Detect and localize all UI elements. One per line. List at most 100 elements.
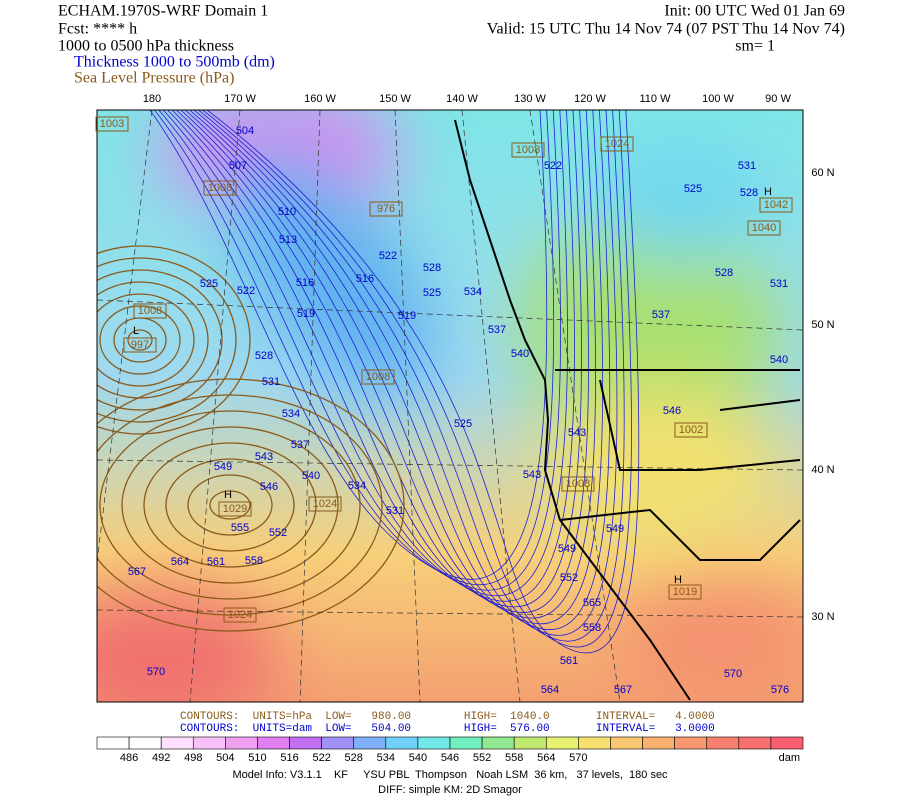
- slp-contour: [97, 378, 405, 632]
- thickness-contour: [184, 110, 604, 625]
- pressure-box: [759, 197, 793, 213]
- valid-time: Valid: 15 UTC Thu 14 Nov 74 (07 PST Thu …: [487, 21, 845, 38]
- pressure-box: [511, 142, 545, 158]
- slp-contour: [165, 458, 295, 552]
- colorbar-box: [160, 736, 194, 750]
- pressure-label: 1008: [138, 305, 162, 317]
- colorbar-label: 522: [312, 752, 330, 764]
- meridian: [394, 110, 421, 702]
- footer-diff: DIFF: simple KM: 2D Smagor: [378, 784, 522, 796]
- smoothing: sm= 1: [735, 38, 775, 55]
- forecast: Fcst: **** h: [58, 21, 137, 38]
- slp-contour: [97, 269, 223, 411]
- longitude-label: 90 W: [765, 93, 791, 105]
- pressure-label: 1042: [764, 199, 788, 211]
- colorbar-box: [642, 736, 675, 750]
- thickness-label: 555: [231, 522, 249, 534]
- slp-contour: [209, 490, 251, 520]
- thickness-label: 504: [236, 125, 254, 137]
- pressure-box: [308, 496, 342, 512]
- colorbar-box: [353, 736, 387, 750]
- init-time: Init: 00 UTC Wed 01 Jan 69: [664, 3, 845, 20]
- pressure-box: [203, 180, 237, 196]
- thickness-label: 567: [128, 566, 146, 578]
- slp-contour: [187, 474, 273, 536]
- colorbar-label: 528: [345, 752, 363, 764]
- thickness-label: 549: [214, 461, 232, 473]
- thickness-label: 522: [379, 250, 397, 262]
- thickness-label: 528: [740, 187, 758, 199]
- colorbar-label: 486: [120, 752, 138, 764]
- colorbar-label: 492: [152, 752, 170, 764]
- thickness-label: 528: [255, 350, 273, 362]
- colorbar-unit: dam: [779, 752, 800, 764]
- thickness-label: 552: [560, 572, 578, 584]
- thickness-label: 522: [544, 160, 562, 172]
- thickness-contour: [206, 110, 640, 654]
- thickness-label: 540: [770, 354, 788, 366]
- longitude-label: 170 W: [224, 93, 256, 105]
- thickness-label: 558: [583, 622, 601, 634]
- slp-legend: Sea Level Pressure (hPa): [74, 70, 234, 87]
- thickness-label: 519: [297, 308, 315, 320]
- pressure-label: 1003: [100, 118, 124, 130]
- thickness-label: 549: [606, 523, 624, 535]
- slp-contour: [127, 329, 153, 351]
- pressure-box: [133, 303, 167, 319]
- colorbar-box: [385, 736, 419, 750]
- thickness-label: 552: [269, 527, 287, 539]
- thickness-label: 522: [237, 285, 255, 297]
- thickness-label: 540: [511, 348, 529, 360]
- pressure-label: 1024: [228, 609, 252, 621]
- thickness-contour: [202, 110, 632, 648]
- slp-contour: [97, 293, 195, 387]
- pressure-box: [369, 201, 403, 217]
- thickness-label: 546: [663, 405, 681, 417]
- thickness-label: 534: [464, 286, 482, 298]
- longitude-label: 180: [143, 93, 161, 105]
- latitude-label: 40 N: [811, 464, 834, 476]
- thickness-label: 543: [523, 469, 541, 481]
- colorbar-box: [481, 736, 515, 750]
- longitude-label: 100 W: [702, 93, 734, 105]
- colorbar-box: [545, 736, 579, 750]
- slp-contour: [143, 442, 317, 568]
- thickness-label: 567: [614, 684, 632, 696]
- thickness-contour: [193, 110, 618, 636]
- map: [97, 110, 803, 702]
- thickness-label: 561: [207, 556, 225, 568]
- parallel: [97, 299, 803, 331]
- meridian: [461, 110, 521, 702]
- map-frame: [96, 109, 804, 703]
- colorbar-label: 558: [505, 752, 523, 764]
- pressure-box: [123, 337, 157, 353]
- pressure-label: 976: [377, 203, 395, 215]
- longitude-label: 120 W: [574, 93, 606, 105]
- colorbar-label: 534: [377, 752, 395, 764]
- pressure-label: 1002: [679, 424, 703, 436]
- pressure-box: [218, 501, 252, 517]
- thickness-label: 546: [260, 481, 278, 493]
- slp-contour: [121, 426, 339, 584]
- thickness-label: 525: [454, 418, 472, 430]
- field-title: 1000 to 0500 hPa thickness: [58, 38, 234, 55]
- thickness-label: 570: [724, 668, 742, 680]
- pressure-label: 1024: [313, 498, 337, 510]
- colorbar-box: [770, 736, 804, 750]
- pressure-label: 1029: [223, 503, 247, 515]
- pressure-label: 1008: [566, 478, 590, 490]
- colorbar-box: [417, 736, 451, 750]
- colorbar-box: [96, 736, 130, 750]
- thickness-label: 537: [652, 309, 670, 321]
- thickness-label: 543: [255, 451, 273, 463]
- colorbar-box: [738, 736, 772, 750]
- slp-contour: [99, 410, 361, 600]
- thickness-contour: [189, 110, 611, 631]
- thickness-label: 561: [560, 655, 578, 667]
- pressure-center: H: [674, 574, 682, 586]
- meridian: [299, 110, 321, 702]
- model-title: ECHAM.1970S-WRF Domain 1: [58, 3, 268, 20]
- latitude-label: 50 N: [811, 319, 834, 331]
- colorbar-box: [706, 736, 740, 750]
- thickness-contour: [198, 110, 625, 642]
